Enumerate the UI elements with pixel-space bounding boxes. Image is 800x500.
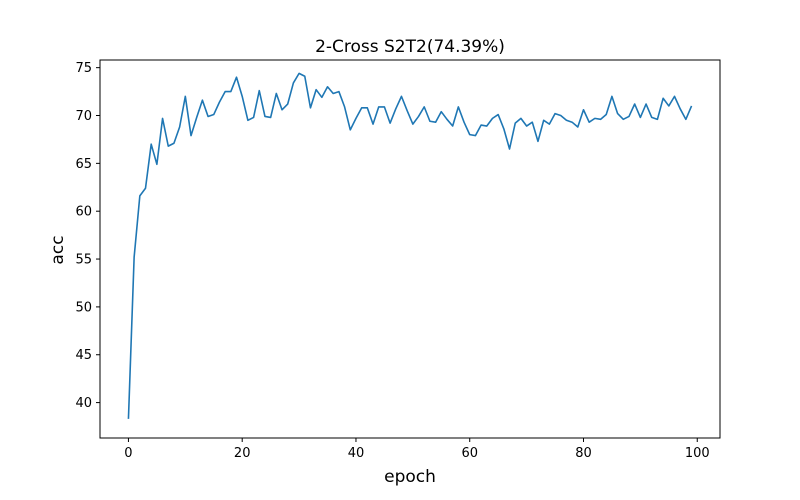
- chart-title: 2-Cross S2T2(74.39%): [315, 37, 505, 57]
- x-tick-label: 20: [234, 446, 251, 461]
- plot-frame: [99, 59, 721, 439]
- x-tick-label: 80: [575, 446, 592, 461]
- x-tick-label: 60: [461, 446, 478, 461]
- series-line-0: [127, 72, 693, 419]
- y-tick-label: 60: [75, 205, 92, 220]
- x-tick-label: 100: [685, 446, 710, 461]
- y-tick-label: 45: [75, 348, 92, 363]
- x-tick-label: 0: [124, 446, 132, 461]
- y-axis: 40 45 50 55 60 65 70 75: [75, 61, 100, 411]
- y-tick-label: 65: [75, 157, 92, 172]
- plot-area: [99, 59, 721, 439]
- y-tick-label: 75: [75, 61, 92, 76]
- x-axis: 0 20 40 60 80 100: [124, 438, 710, 461]
- y-tick-label: 55: [75, 253, 92, 268]
- x-axis-label: epoch: [384, 467, 436, 487]
- y-tick-label: 50: [75, 300, 92, 315]
- y-tick-label: 40: [75, 396, 92, 411]
- y-axis-label: acc: [48, 235, 68, 264]
- y-tick-label: 70: [75, 109, 92, 124]
- x-tick-label: 40: [348, 446, 365, 461]
